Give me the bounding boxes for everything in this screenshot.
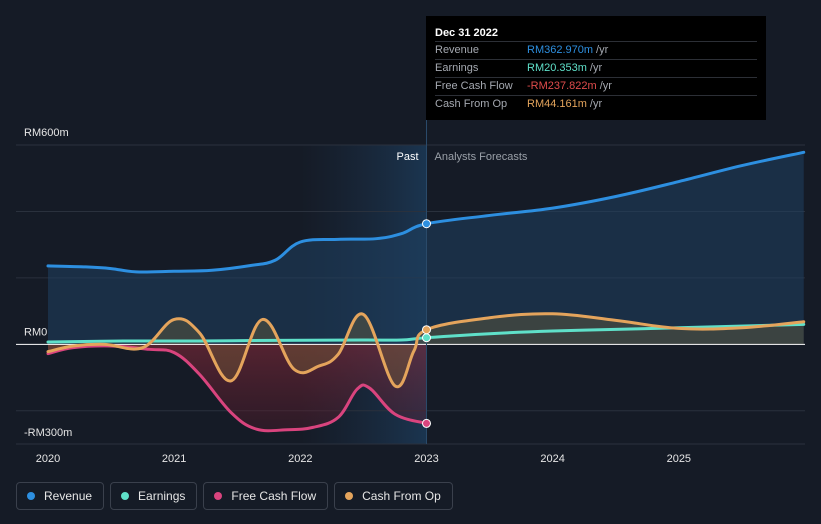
revenue-marker[interactable]: [422, 219, 431, 229]
x-axis-label: 2025: [667, 453, 691, 465]
y-axis-labels: RM600m RM0 -RM300m: [24, 127, 72, 439]
legend-label: Earnings: [138, 489, 186, 503]
x-axis-labels: 2020 2021 2022 2023 2024 2025: [36, 453, 691, 465]
legend-dot-icon: [27, 492, 35, 500]
revenue-line: [46, 150, 806, 274]
x-axis-label: 2020: [36, 453, 60, 465]
y-axis-label: RM600m: [24, 127, 69, 139]
chart-legend: Revenue Earnings Free Cash Flow Cash From O…: [16, 482, 453, 510]
x-axis-label: 2024: [540, 453, 564, 465]
legend-free-cash-flow[interactable]: Free Cash Flow: [203, 482, 329, 510]
forecast-label: Analysts Forecasts: [435, 151, 528, 163]
tooltip-row-free-cash-flow: Free Cash Flow -RM237.822m/yr: [435, 77, 757, 95]
earnings-marker[interactable]: [422, 333, 431, 343]
x-axis-label: 2023: [414, 453, 438, 465]
x-axis-label: 2022: [288, 453, 312, 465]
tooltip-row-earnings: Earnings RM20.353m/yr: [435, 59, 757, 77]
tooltip-unit: /yr: [589, 62, 603, 74]
tooltip-value: RM44.161m: [527, 98, 587, 110]
cash-from-op-line: [46, 312, 806, 389]
revenue-area: [48, 152, 804, 345]
legend-earnings[interactable]: Earnings: [110, 482, 198, 510]
legend-dot-icon: [121, 492, 130, 500]
tooltip-value: -RM237.822m: [527, 80, 597, 92]
tooltip-unit: /yr: [599, 80, 612, 92]
data-tooltip: Dec 31 2022 Revenue RM362.970m/yr Earnings…: [426, 16, 766, 120]
cash-from-op-marker[interactable]: [422, 325, 431, 335]
earnings-line: [46, 322, 806, 344]
tooltip-row-cash-from-op: Cash From Op RM44.161m/yr: [435, 95, 757, 113]
legend-cash-from-op[interactable]: Cash From Op: [334, 482, 453, 510]
legend-label: Cash From Op: [362, 489, 441, 503]
legend-revenue[interactable]: Revenue: [16, 482, 105, 510]
tooltip-value: RM362.970m: [527, 44, 594, 56]
tooltip-date: Dec 31 2022: [435, 27, 498, 39]
legend-label: Free Cash Flow: [231, 489, 317, 503]
series-lines: [46, 150, 806, 433]
tooltip-label: Revenue: [435, 44, 480, 56]
free-cash-flow-area: [48, 344, 427, 431]
tooltip-value: RM20.353m: [527, 62, 587, 74]
series-markers: [422, 219, 431, 428]
free-cash-flow-marker[interactable]: [422, 418, 431, 428]
legend-dot-icon: [214, 492, 223, 500]
tooltip-row-revenue: Revenue RM362.970m/yr: [435, 41, 757, 59]
tooltip-label: Cash From Op: [435, 98, 508, 110]
tooltip-label: Free Cash Flow: [435, 80, 513, 92]
tooltip-unit: /yr: [589, 98, 603, 110]
series-areas: [48, 152, 804, 431]
tooltip-rows: Revenue RM362.970m/yr Earnings RM20.353m/yr…: [435, 41, 757, 113]
tooltip-unit: /yr: [596, 44, 609, 56]
legend-dot-icon: [345, 492, 354, 500]
legend-label: Revenue: [44, 489, 93, 503]
tooltip-label: Earnings: [435, 62, 479, 74]
past-label: Past: [396, 151, 418, 163]
x-axis-label: 2021: [162, 453, 186, 465]
y-axis-label: RM0: [24, 326, 47, 338]
cash-from-op-area: [48, 313, 804, 387]
y-axis-label: -RM300m: [24, 427, 72, 439]
